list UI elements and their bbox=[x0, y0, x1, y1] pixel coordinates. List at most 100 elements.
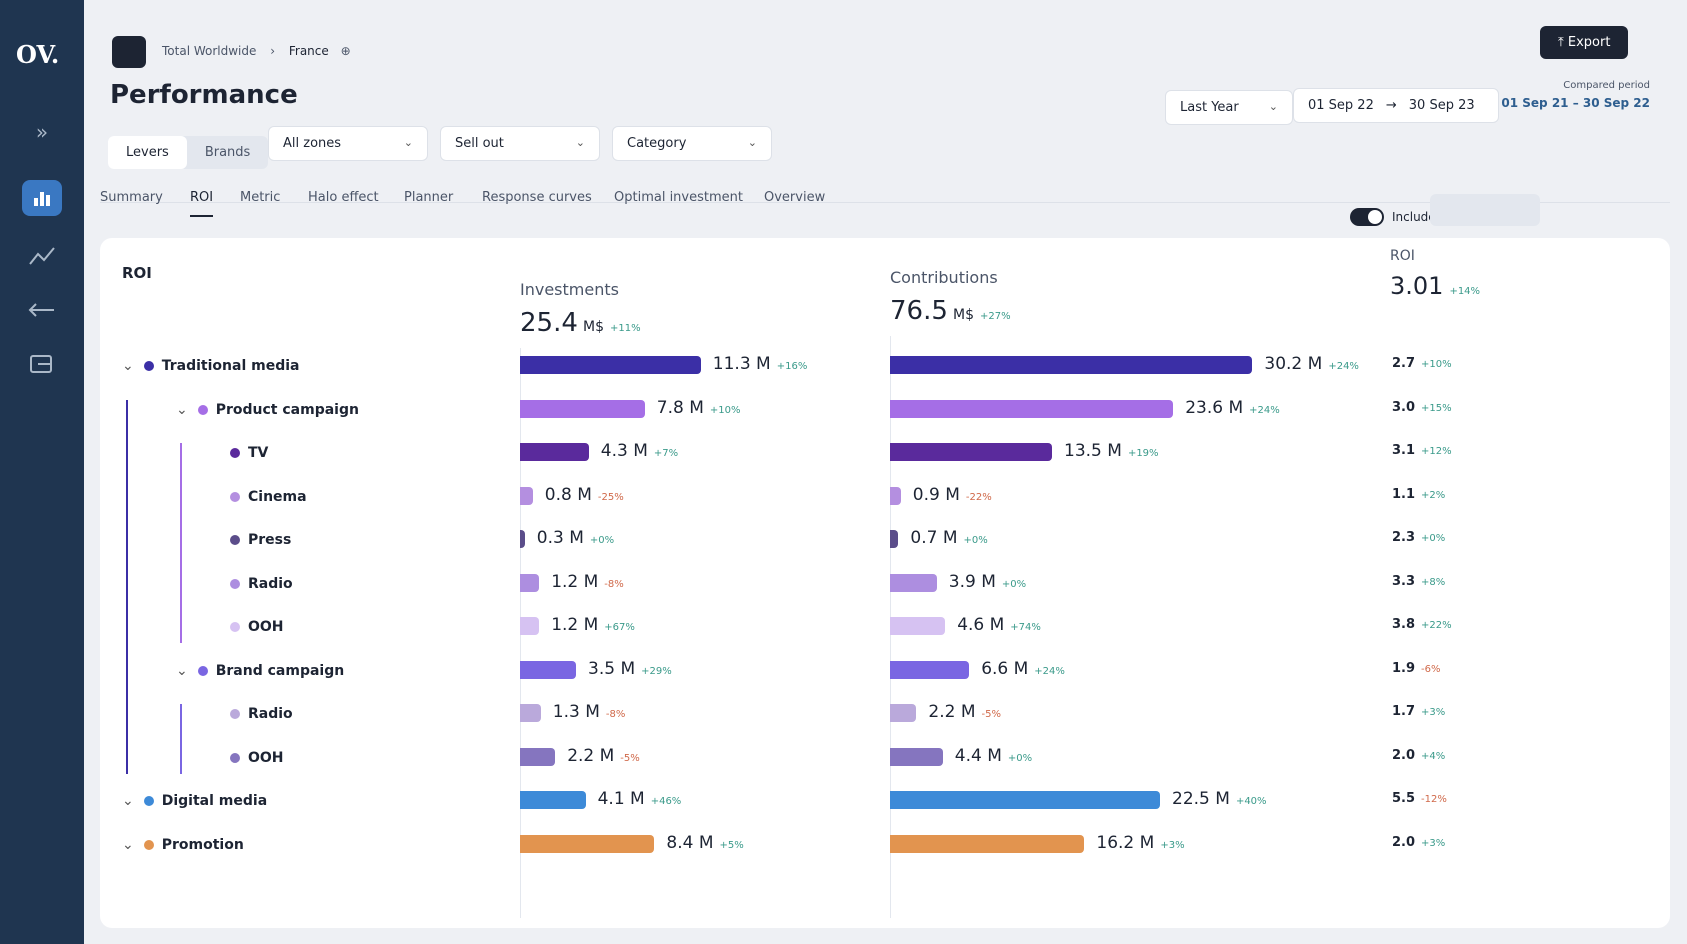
filter-dropdown[interactable]: Category ⌄ bbox=[612, 126, 772, 161]
contribution-label: 4.6 M +74% bbox=[957, 615, 1041, 635]
change: +40% bbox=[1235, 796, 1267, 807]
contribution-bar bbox=[890, 443, 1052, 461]
value: 8.4 M bbox=[666, 832, 714, 853]
toggle-option[interactable]: Levers bbox=[108, 136, 187, 169]
investment-label: 0.8 M -25% bbox=[545, 485, 624, 505]
tree-row[interactable]: Radio bbox=[230, 576, 293, 592]
roi-value: 2.3 +0% bbox=[1392, 530, 1445, 545]
legend-dot bbox=[197, 404, 208, 415]
switch bbox=[1350, 208, 1384, 226]
roi-value: 1.9 -6% bbox=[1392, 661, 1441, 676]
date-range[interactable]: 01 Sep 22 → 30 Sep 23 bbox=[1293, 88, 1499, 123]
tab[interactable]: Planner bbox=[404, 190, 454, 205]
change: +24% bbox=[1249, 404, 1280, 416]
tree-row[interactable]: Cinema bbox=[230, 489, 307, 505]
tree-row[interactable]: ⌄ Brand campaign bbox=[176, 663, 344, 679]
tree-row[interactable]: OOH bbox=[230, 750, 284, 766]
change: -8% bbox=[604, 578, 624, 590]
legend-dot bbox=[230, 709, 240, 719]
change: +29% bbox=[641, 665, 672, 677]
view-switcher[interactable] bbox=[1430, 194, 1540, 226]
tree-row[interactable]: OOH bbox=[230, 619, 284, 635]
period-dropdown[interactable]: Last Year ⌄ bbox=[1165, 90, 1293, 125]
trend-nav-icon[interactable] bbox=[22, 238, 62, 274]
tree-row[interactable]: Radio bbox=[230, 706, 293, 722]
tree-row[interactable]: ⌄ Product campaign bbox=[176, 402, 359, 418]
change: +67% bbox=[604, 622, 635, 633]
investment-bar bbox=[520, 617, 540, 635]
compared-period: 01 Sep 21 – 30 Sep 22 bbox=[1501, 96, 1650, 110]
value: 2.7 bbox=[1392, 356, 1416, 371]
toggle-option[interactable]: Brands bbox=[204, 145, 251, 160]
change: +15% bbox=[1421, 402, 1452, 414]
legend-dot bbox=[230, 535, 240, 545]
compare-nav-icon[interactable] bbox=[22, 292, 62, 328]
contribution-bar bbox=[890, 486, 901, 505]
label: Last Year bbox=[1180, 100, 1239, 115]
tab[interactable]: Overview bbox=[764, 190, 826, 205]
contribution-bar bbox=[890, 660, 970, 679]
tree-row[interactable]: ⌄ Traditional media bbox=[122, 358, 299, 374]
investment-label: 1.3 M -8% bbox=[553, 702, 626, 722]
tree-row[interactable]: ⌄ Promotion bbox=[122, 837, 244, 853]
value: 1.2 M bbox=[551, 571, 599, 592]
investment-bar bbox=[520, 443, 589, 461]
legend-dot bbox=[197, 665, 208, 676]
contribution-bar bbox=[890, 530, 899, 548]
tree-line bbox=[126, 399, 128, 774]
tree-row[interactable]: ⌄ Digital media bbox=[122, 793, 267, 809]
value: 3.9 M bbox=[948, 571, 996, 592]
tree-row[interactable]: Press bbox=[230, 532, 291, 548]
tab[interactable]: Optimal investment bbox=[614, 190, 743, 205]
roi-value: 3.0 +15% bbox=[1392, 400, 1452, 415]
label: ⤒ bbox=[1558, 35, 1568, 50]
chart-nav-icon[interactable] bbox=[22, 180, 62, 216]
row-label: Press bbox=[248, 532, 292, 548]
value: 7.8 M bbox=[656, 397, 704, 418]
icon bbox=[30, 355, 52, 373]
column-title: Investments bbox=[520, 280, 619, 299]
contribution-bar bbox=[890, 704, 917, 722]
tab[interactable]: Summary bbox=[100, 190, 163, 205]
tab[interactable]: Metric bbox=[240, 190, 281, 205]
investment-bar bbox=[520, 747, 556, 766]
filter-dropdown[interactable]: All zones ⌄ bbox=[268, 126, 428, 161]
investment-bar bbox=[520, 399, 645, 418]
row-label: Radio bbox=[248, 706, 293, 722]
tab[interactable]: Halo effect bbox=[308, 190, 379, 205]
value: 13.5 M bbox=[1064, 441, 1122, 461]
row-label: Radio bbox=[248, 575, 293, 592]
change: +14% bbox=[1449, 286, 1481, 297]
value: 30.2 M bbox=[1264, 354, 1323, 374]
total: 25.4 bbox=[520, 308, 578, 338]
change: +5% bbox=[719, 839, 744, 851]
investment-label: 2.2 M -5% bbox=[567, 746, 640, 766]
contribution-label: 0.7 M +0% bbox=[910, 528, 987, 548]
export-button[interactable]: ⤒ Export bbox=[1540, 26, 1629, 59]
value: 3.5 M bbox=[588, 658, 636, 679]
breadcrumb-item[interactable]: Total Worldwide bbox=[162, 44, 257, 58]
value: 5.5 bbox=[1392, 791, 1416, 806]
tree-row[interactable]: TV bbox=[230, 445, 268, 461]
expand-icon[interactable]: » bbox=[35, 120, 49, 144]
hierarchy-icon[interactable] bbox=[112, 36, 146, 68]
change: +0% bbox=[589, 535, 615, 546]
contribution-label: 2.2 M -5% bbox=[928, 702, 1001, 722]
tab[interactable]: ROI bbox=[190, 190, 214, 217]
change: +0% bbox=[963, 535, 988, 546]
change: +24% bbox=[1328, 361, 1359, 372]
investment-label: 11.3 M +16% bbox=[713, 354, 808, 374]
change: +46% bbox=[650, 796, 682, 807]
investment-label: 4.3 M +7% bbox=[601, 441, 678, 461]
contribution-label: 3.9 M +0% bbox=[949, 572, 1026, 592]
value: 3.8 bbox=[1392, 617, 1416, 632]
contribution-label: 13.5 M +19% bbox=[1064, 441, 1159, 461]
tab[interactable]: Response curves bbox=[482, 190, 592, 205]
breadcrumb-item[interactable]: France bbox=[288, 44, 329, 58]
value: 2.0 bbox=[1392, 834, 1416, 850]
roi-value: 2.0 +4% bbox=[1392, 748, 1445, 763]
logout-nav-icon[interactable] bbox=[22, 346, 62, 382]
add-icon[interactable]: ⊕ bbox=[340, 44, 351, 58]
filter-dropdown[interactable]: Sell out ⌄ bbox=[440, 126, 600, 161]
